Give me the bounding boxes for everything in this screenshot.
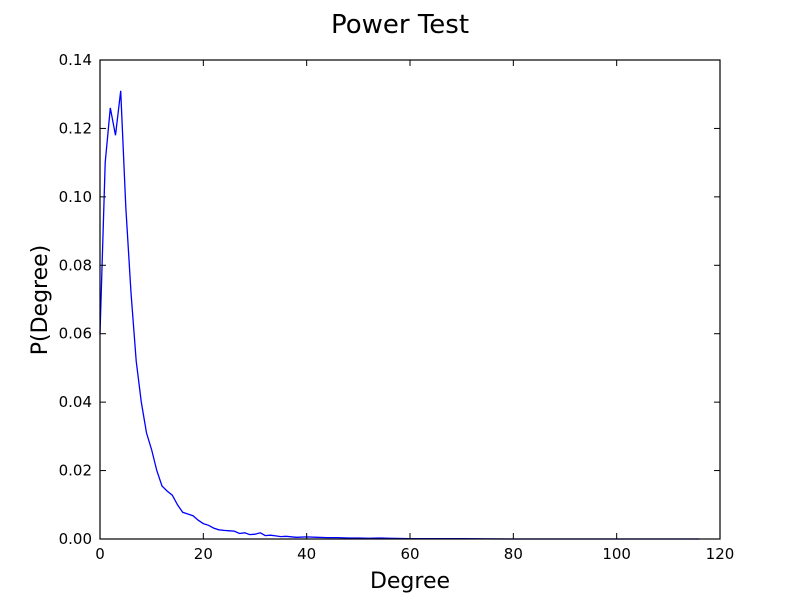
chart-title: Power Test bbox=[331, 10, 469, 40]
y-tick-label: 0.02 bbox=[59, 462, 92, 480]
x-tick-label: 0 bbox=[95, 545, 105, 563]
x-tick-label: 20 bbox=[194, 545, 213, 563]
y-tick-label: 0.08 bbox=[59, 256, 92, 274]
y-tick-label: 0.00 bbox=[59, 530, 92, 548]
y-tick-label: 0.06 bbox=[59, 325, 92, 343]
plot-frame bbox=[99, 59, 721, 540]
y-tick-label: 0.04 bbox=[59, 393, 92, 411]
axis-ticks: 0 20 40 60 80 100 120 0.00 0.02 0.04 0.06 0.08 0.10 0… bbox=[59, 51, 735, 563]
x-tick-label: 100 bbox=[602, 545, 631, 563]
y-axis-label: P(Degree) bbox=[28, 245, 53, 356]
x-tick-label: 120 bbox=[706, 545, 735, 563]
series-line bbox=[99, 90, 700, 540]
x-tick-label: 60 bbox=[400, 545, 419, 563]
y-tick-label: 0.12 bbox=[59, 119, 92, 137]
x-tick-label: 80 bbox=[504, 545, 523, 563]
x-tick-label: 40 bbox=[297, 545, 316, 563]
x-axis-label: Degree bbox=[370, 569, 450, 594]
plot-area bbox=[99, 90, 700, 540]
y-tick-label: 0.10 bbox=[59, 188, 92, 206]
y-tick-label: 0.14 bbox=[59, 51, 92, 69]
